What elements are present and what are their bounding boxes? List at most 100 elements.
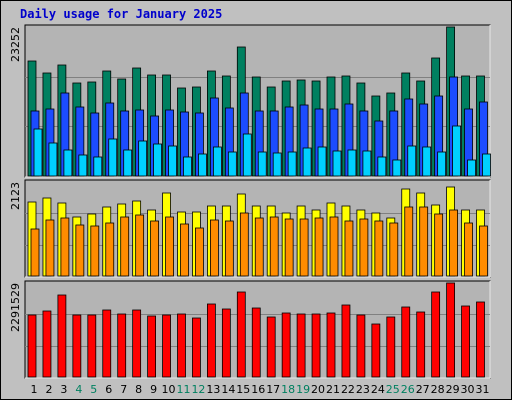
bar	[90, 225, 100, 277]
bar	[108, 138, 118, 177]
bar	[389, 222, 399, 277]
x-axis-label: 1	[31, 383, 38, 396]
bar	[284, 218, 294, 277]
x-axis-label: 27	[416, 383, 430, 396]
x-axis-label: 4	[75, 383, 82, 396]
x-axis-label: 29	[446, 383, 460, 396]
bar	[461, 305, 470, 378]
bar	[254, 217, 264, 277]
bar	[63, 149, 73, 177]
bar	[117, 313, 127, 378]
bar	[75, 224, 85, 277]
bar	[132, 309, 142, 378]
y-axis-label: 2123	[9, 182, 22, 210]
y-axis-label: 23252	[9, 27, 22, 62]
x-axis-label: 20	[311, 383, 325, 396]
bar	[431, 291, 441, 378]
x-axis-label: 25	[386, 383, 400, 396]
bar	[404, 206, 414, 277]
bar	[356, 314, 366, 378]
bar	[332, 150, 342, 177]
bar	[168, 145, 177, 177]
x-axis-labels: 1 2 3 4 5 6 7 8 9 10 11 12 13 14 15 16 17 18 19 20 21 22 23 24 2…	[31, 383, 490, 396]
bar	[437, 151, 447, 177]
bar	[446, 282, 456, 378]
bar	[33, 128, 43, 177]
bar	[165, 216, 174, 277]
y-axis-label: 2291529	[9, 283, 22, 332]
bar	[371, 323, 381, 378]
bar	[482, 153, 491, 177]
bar	[422, 146, 432, 177]
bar	[60, 217, 70, 277]
panel-middle: 2123	[9, 179, 491, 278]
bar	[206, 303, 216, 378]
bar	[476, 301, 485, 378]
x-axis-label: 14	[221, 383, 235, 396]
bar	[329, 216, 339, 277]
x-axis-label: 5	[90, 383, 97, 396]
x-axis-label: 16	[251, 383, 265, 396]
bar	[449, 209, 459, 277]
bar	[135, 214, 145, 277]
bar	[434, 213, 444, 277]
bar	[212, 146, 222, 177]
bar	[314, 217, 324, 277]
x-axis-label: 28	[431, 383, 445, 396]
bar	[287, 151, 297, 177]
panel-bottom: 2291529	[9, 280, 491, 379]
bar	[221, 308, 231, 378]
bar	[281, 312, 291, 378]
bar	[266, 316, 276, 378]
bar	[386, 316, 396, 378]
bar	[272, 152, 282, 177]
x-axis-label: 8	[135, 383, 142, 396]
x-axis-label: 9	[150, 383, 157, 396]
bar	[209, 219, 219, 277]
bar	[302, 147, 312, 177]
bar	[180, 223, 189, 277]
x-axis-label: 23	[356, 383, 370, 396]
x-axis-label: 19	[296, 383, 310, 396]
bar	[195, 227, 204, 277]
bar	[401, 306, 411, 378]
bar	[317, 146, 327, 177]
bar	[419, 206, 429, 277]
x-axis-label: 26	[401, 383, 415, 396]
bar	[452, 125, 462, 177]
x-axis-label: 17	[266, 383, 280, 396]
bar	[467, 159, 476, 177]
bar	[153, 143, 163, 177]
bar	[344, 220, 354, 277]
panel-top: 23252	[9, 24, 491, 178]
bar	[347, 149, 357, 177]
x-axis-label: 24	[371, 383, 385, 396]
bar	[227, 151, 237, 177]
bar	[27, 314, 37, 378]
bar	[236, 291, 246, 378]
bar	[362, 150, 372, 177]
bar	[87, 314, 97, 378]
bar	[251, 307, 261, 378]
bar	[78, 154, 88, 177]
bar	[192, 317, 201, 378]
x-axis-label: 11	[177, 383, 191, 396]
bar	[30, 228, 40, 277]
bar	[105, 222, 115, 277]
bar	[299, 218, 309, 277]
bar	[407, 145, 417, 177]
bar	[147, 315, 157, 378]
x-axis-label: 10	[162, 383, 176, 396]
x-axis-label: 22	[341, 383, 355, 396]
bar	[150, 220, 160, 277]
bar	[48, 142, 58, 177]
bar	[479, 225, 488, 277]
x-axis-label: 7	[120, 383, 127, 396]
bar	[138, 140, 148, 177]
x-axis-label: 2	[45, 383, 52, 396]
bar	[374, 220, 384, 277]
bar	[416, 311, 426, 378]
x-axis-label: 18	[281, 383, 295, 396]
bar	[326, 312, 336, 378]
